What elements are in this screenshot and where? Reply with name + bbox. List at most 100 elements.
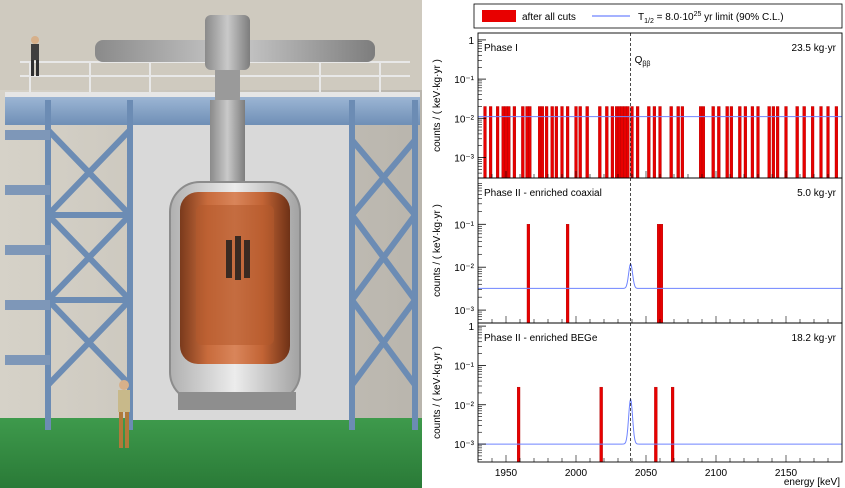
event-bar bbox=[635, 106, 640, 179]
event-bar bbox=[512, 106, 516, 179]
event-bar bbox=[540, 106, 544, 179]
event-bar bbox=[676, 106, 680, 179]
y-tick-label: 10⁻¹ bbox=[454, 75, 474, 86]
event-bar bbox=[819, 106, 823, 179]
event-bar bbox=[565, 224, 570, 324]
x-tick-label: 2000 bbox=[565, 468, 588, 479]
event-bar bbox=[767, 106, 771, 179]
x-tick-label: 2050 bbox=[635, 468, 658, 479]
panel-2: 10⁻¹ 10⁻² 10⁻³ Phase II - enriched coaxial 5… bbox=[432, 177, 843, 324]
event-bar bbox=[669, 106, 673, 179]
event-bar bbox=[620, 106, 624, 179]
event-bar bbox=[544, 106, 549, 179]
y-tick-label: 10⁻² bbox=[454, 263, 474, 274]
event-bar bbox=[483, 106, 487, 179]
event-bar bbox=[826, 106, 830, 179]
event-bar bbox=[528, 106, 532, 179]
legend: after all cuts T1/2 = 8.0·1025 yr limit … bbox=[473, 3, 843, 29]
event-bar bbox=[554, 106, 558, 179]
event-bar bbox=[516, 386, 521, 463]
event-bar bbox=[658, 106, 662, 179]
event-bar bbox=[574, 106, 578, 179]
panel-exposure: 18.2 kg·yr bbox=[792, 333, 837, 344]
event-bar bbox=[537, 106, 542, 179]
event-bar bbox=[717, 106, 721, 179]
event-bar bbox=[701, 106, 705, 179]
event-bar bbox=[578, 106, 582, 179]
event-bar bbox=[626, 106, 630, 179]
x-tick-label: 1950 bbox=[495, 468, 518, 479]
y-tick-label: 10⁻² bbox=[454, 401, 474, 412]
event-bar bbox=[614, 106, 619, 179]
event-bar bbox=[623, 106, 627, 179]
event-bar bbox=[488, 106, 493, 179]
event-bar bbox=[560, 106, 564, 179]
event-bar bbox=[802, 106, 806, 179]
limit-curve bbox=[478, 262, 842, 289]
event-bar bbox=[711, 106, 715, 179]
event-bar bbox=[776, 106, 780, 179]
event-bar bbox=[585, 106, 589, 179]
event-bar bbox=[738, 106, 742, 179]
event-bar bbox=[525, 106, 529, 179]
event-bar bbox=[654, 386, 658, 463]
event-bar bbox=[811, 106, 815, 179]
event-bar bbox=[743, 106, 747, 179]
event-bar bbox=[526, 224, 530, 324]
event-bar bbox=[699, 106, 703, 179]
event-bar bbox=[605, 106, 609, 179]
event-bar bbox=[550, 106, 554, 179]
event-bar bbox=[771, 106, 775, 179]
event-bar bbox=[501, 106, 505, 179]
event-bar bbox=[565, 106, 570, 179]
x-axis-label: energy [keV] bbox=[784, 477, 840, 488]
event-bar bbox=[670, 386, 675, 463]
y-axis-label: counts / ( keV·kg·yr ) bbox=[432, 59, 443, 152]
event-bar bbox=[756, 106, 760, 179]
legend-box bbox=[473, 3, 843, 29]
legend-bar-label: after all cuts bbox=[522, 12, 576, 23]
event-bar bbox=[729, 106, 733, 179]
event-bar bbox=[784, 106, 788, 179]
y-axis-label: counts / ( keV·kg·yr ) bbox=[432, 204, 443, 297]
event-bar bbox=[750, 106, 754, 179]
panel-title: Phase II - enriched coaxial bbox=[484, 188, 602, 199]
legend-bar-swatch bbox=[482, 10, 516, 22]
y-tick-label: 10⁻³ bbox=[454, 154, 474, 165]
event-bar bbox=[630, 106, 634, 179]
y-tick-label: 1 bbox=[468, 322, 474, 333]
y-axis-label: counts / ( keV·kg·yr ) bbox=[432, 346, 443, 439]
panels: 1 10⁻¹ 10⁻² 10⁻³ Phase I 23.5 kg·yr counts / (… bbox=[432, 32, 843, 479]
panel-exposure: 23.5 kg·yr bbox=[792, 43, 837, 54]
event-bar bbox=[598, 106, 602, 179]
x-tick-label: 2150 bbox=[775, 468, 798, 479]
event-bar bbox=[495, 106, 500, 179]
event-bar bbox=[617, 106, 621, 179]
event-bar bbox=[521, 106, 525, 179]
event-bar bbox=[647, 106, 651, 179]
x-tick-label: 2100 bbox=[705, 468, 728, 479]
q-value-label: Qββ bbox=[635, 55, 651, 68]
panel-1: 1 10⁻¹ 10⁻² 10⁻³ Phase I 23.5 kg·yr counts / (… bbox=[432, 32, 843, 179]
event-bar bbox=[652, 106, 656, 179]
panel-title: Phase I bbox=[484, 43, 518, 54]
y-tick-label: 10⁻¹ bbox=[454, 220, 474, 231]
event-bar bbox=[507, 106, 511, 179]
event-bar bbox=[610, 106, 614, 179]
event-bar bbox=[795, 106, 799, 179]
y-tick-label: 1 bbox=[468, 36, 474, 47]
y-tick-label: 10⁻³ bbox=[454, 440, 474, 451]
legend-limit-label: T1/2 = 8.0·1025 yr limit (90% C.L.) bbox=[638, 11, 784, 25]
y-tick-label: 10⁻² bbox=[454, 114, 474, 125]
panel-exposure: 5.0 kg·yr bbox=[797, 188, 837, 199]
event-bar bbox=[834, 106, 838, 179]
event-bar bbox=[656, 224, 661, 324]
panel-3: 1 10⁻¹ 10⁻² 10⁻³ Phase II - enriched BEGe 18.… bbox=[432, 322, 843, 463]
y-tick-label: 10⁻¹ bbox=[454, 361, 474, 372]
detector-model-photo bbox=[0, 0, 422, 488]
limit-curve bbox=[478, 398, 842, 445]
event-bar bbox=[659, 224, 663, 324]
event-bar bbox=[504, 106, 508, 179]
event-bar bbox=[725, 106, 729, 179]
event-bar bbox=[599, 386, 603, 463]
